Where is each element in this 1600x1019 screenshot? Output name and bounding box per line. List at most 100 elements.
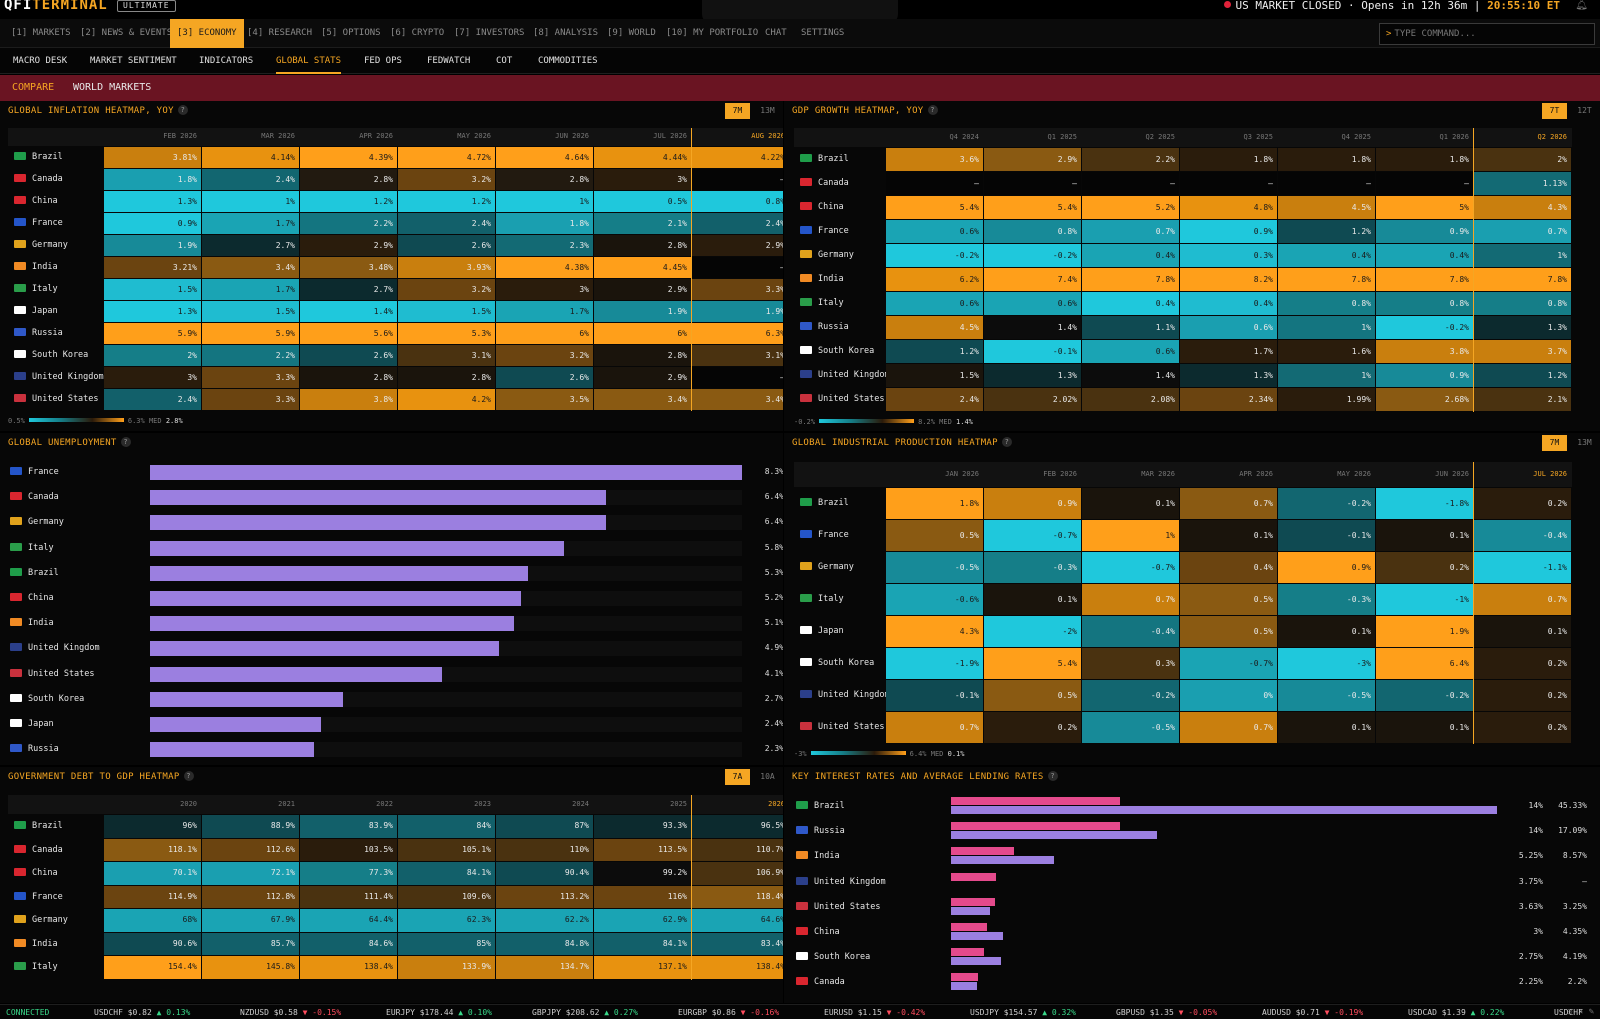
gdp-cell[interactable]: 0.6% — [1180, 316, 1277, 339]
inflation-cell[interactable]: 1% — [202, 191, 299, 212]
gdp-cell[interactable]: 5.4% — [984, 196, 1081, 219]
inflation-cell[interactable]: 6% — [496, 323, 593, 344]
help-icon[interactable]: ? — [1001, 437, 1012, 447]
gdp-cell[interactable]: 1.99% — [1278, 388, 1375, 411]
gdp-cell[interactable]: 0.8% — [1376, 292, 1473, 315]
gdp-cell[interactable]: 2.02% — [984, 388, 1081, 411]
gdp-toggle-1[interactable]: 12T — [1577, 106, 1592, 115]
gdp-cell[interactable]: 1.7% — [1180, 340, 1277, 363]
inflation-cell[interactable]: 3% — [104, 367, 201, 388]
debt-cell[interactable]: 106.9% — [692, 862, 783, 885]
tab-main-7[interactable]: [8] ANALYSIS — [533, 28, 599, 38]
industrial-cell[interactable]: 1% — [1082, 520, 1179, 551]
inflation-cell[interactable]: 2.1% — [594, 213, 691, 234]
inflation-cell[interactable]: 2.6% — [496, 367, 593, 388]
debt-cell[interactable]: 113.5% — [594, 838, 691, 861]
industrial-cell[interactable]: 5.4% — [984, 648, 1081, 679]
inflation-cell[interactable]: 3.3% — [202, 367, 299, 388]
tab-main-8[interactable]: [9] WORLD — [607, 28, 656, 38]
gdp-cell[interactable]: 1.2% — [886, 340, 983, 363]
tab-main-11[interactable]: SETTINGS — [801, 28, 845, 38]
debt-cell[interactable]: 64.6% — [692, 909, 783, 932]
inflation-cell[interactable]: 2.2% — [202, 345, 299, 366]
industrial-cell[interactable]: -1% — [1376, 584, 1473, 615]
gdp-cell[interactable]: 0.3% — [1180, 244, 1277, 267]
gdp-cell[interactable]: 1% — [1278, 364, 1375, 387]
inflation-cell[interactable]: 4.72% — [398, 147, 495, 168]
inflation-cell[interactable]: 2.4% — [692, 213, 783, 234]
industrial-cell[interactable]: -2% — [984, 616, 1081, 647]
industrial-cell[interactable]: 0.5% — [1180, 616, 1277, 647]
inflation-cell[interactable]: 1.5% — [202, 301, 299, 322]
debt-cell[interactable]: 133.9% — [398, 956, 495, 979]
tab-main-5[interactable]: [6] CRYPTO — [390, 28, 445, 38]
gdp-cell[interactable]: 0.6% — [984, 292, 1081, 315]
gdp-cell[interactable]: 6.2% — [886, 268, 983, 291]
gdp-cell[interactable]: 0.6% — [1082, 340, 1179, 363]
inflation-cell[interactable]: 3.1% — [398, 345, 495, 366]
gdp-cell[interactable]: 7.8% — [1474, 268, 1571, 291]
gdp-cell[interactable]: 0.4% — [1082, 244, 1179, 267]
inflation-cell[interactable]: 5.6% — [300, 323, 397, 344]
unemployment-row[interactable]: South Korea 2.7% — [0, 691, 783, 716]
industrial-cell[interactable]: -3% — [1278, 648, 1375, 679]
unemployment-row[interactable]: China 5.2% — [0, 591, 783, 615]
tab-main-9[interactable]: [10] MY PORTFOLIO — [666, 28, 759, 38]
tab-main-4[interactable]: [5] OPTIONS — [321, 28, 381, 38]
inflation-cell[interactable]: 3% — [496, 279, 593, 300]
inflation-cell[interactable]: 2.8% — [300, 367, 397, 388]
debt-cell[interactable]: 109.6% — [398, 885, 495, 908]
help-icon[interactable]: ? — [1047, 771, 1058, 781]
ticker-item[interactable]: GBPUSD $1.35 ▼ -0.05% — [1116, 1005, 1217, 1019]
debt-cell[interactable]: 87% — [496, 815, 593, 838]
unemployment-row[interactable]: Japan 2.4% — [0, 717, 783, 741]
inflation-cell[interactable]: 3.2% — [398, 169, 495, 190]
gdp-cell[interactable]: 5.4% — [886, 196, 983, 219]
industrial-cell[interactable]: -0.4% — [1082, 616, 1179, 647]
gdp-cell[interactable]: 5% — [1376, 196, 1473, 219]
industrial-cell[interactable]: -0.2% — [1278, 488, 1375, 519]
industrial-cell[interactable]: -0.7% — [1082, 552, 1179, 583]
inflation-cell[interactable]: 1.2% — [300, 191, 397, 212]
tab-main-2[interactable]: [3] ECONOMY — [170, 19, 244, 48]
debt-cell[interactable]: 85.7% — [202, 932, 299, 955]
inflation-cell[interactable]: 1.5% — [398, 301, 495, 322]
inflation-cell[interactable]: 5.9% — [202, 323, 299, 344]
industrial-cell[interactable]: -0.4% — [1474, 520, 1571, 551]
inflation-cell[interactable]: 2.8% — [594, 345, 691, 366]
gdp-cell[interactable]: 1.2% — [1474, 364, 1571, 387]
industrial-cell[interactable]: 0.1% — [1278, 712, 1375, 743]
inflation-cell[interactable]: 3.4% — [202, 257, 299, 278]
gdp-cell[interactable]: 3.8% — [1376, 340, 1473, 363]
inflation-cell[interactable]: 3% — [594, 169, 691, 190]
tab-sub-7[interactable]: COMMODITIES — [538, 56, 598, 66]
bell-icon[interactable]: 🔔︎ — [1575, 0, 1588, 11]
gdp-cell[interactable]: 0.4% — [1376, 244, 1473, 267]
inflation-cell[interactable]: 6% — [594, 323, 691, 344]
industrial-cell[interactable]: 0.9% — [1278, 552, 1375, 583]
industrial-cell[interactable]: 0.2% — [1474, 680, 1571, 711]
gdp-cell[interactable]: 2.1% — [1474, 388, 1571, 411]
gdp-cell[interactable]: — — [984, 172, 1081, 195]
industrial-cell[interactable]: -1.9% — [886, 648, 983, 679]
inflation-cell[interactable]: 1.2% — [398, 191, 495, 212]
gdp-cell[interactable]: 0.6% — [886, 220, 983, 243]
industrial-cell[interactable]: -0.5% — [886, 552, 983, 583]
inflation-cell[interactable]: 2.8% — [398, 367, 495, 388]
industrial-cell[interactable]: 0.1% — [1376, 712, 1473, 743]
unemployment-row[interactable]: United States 4.1% — [0, 666, 783, 691]
inflation-cell[interactable]: 2.7% — [300, 279, 397, 300]
gdp-cell[interactable]: 1.3% — [1474, 316, 1571, 339]
gdp-cell[interactable]: 1.8% — [1376, 148, 1473, 171]
inflation-cell[interactable]: 4.38% — [496, 257, 593, 278]
industrial-cell[interactable]: 0% — [1180, 680, 1277, 711]
inflation-cell[interactable]: 3.5% — [496, 389, 593, 410]
gdp-cell[interactable]: 1.5% — [886, 364, 983, 387]
industrial-cell[interactable]: 0.2% — [1474, 712, 1571, 743]
gdp-cell[interactable]: 1.3% — [984, 364, 1081, 387]
rates-row[interactable]: China 3% 4.35% — [784, 923, 1600, 948]
rates-row[interactable]: Canada 2.25% 2.2% — [784, 973, 1600, 998]
gdp-cell[interactable]: 4.3% — [1474, 196, 1571, 219]
inflation-cell[interactable]: 1.8% — [104, 169, 201, 190]
debt-cell[interactable]: 103.5% — [300, 838, 397, 861]
